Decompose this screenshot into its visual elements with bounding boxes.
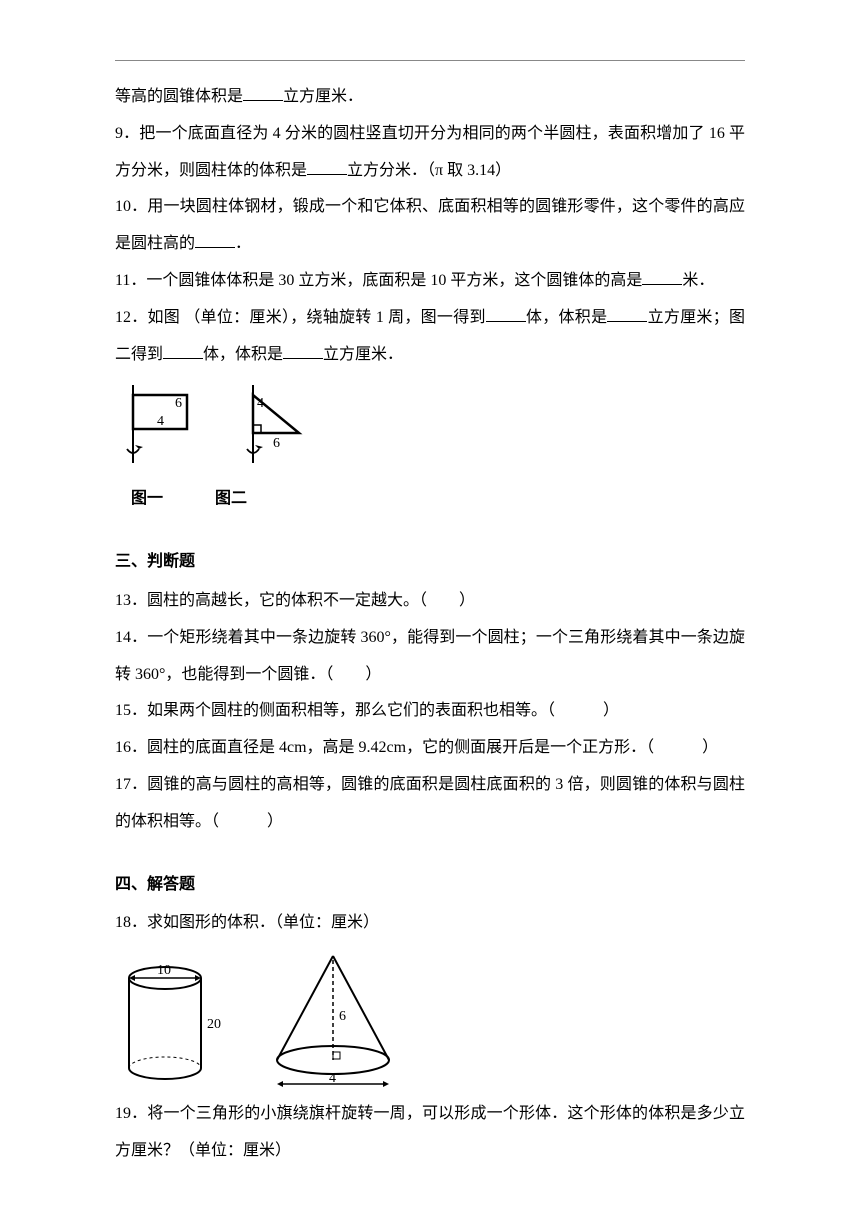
q16-text: ．圆柱的底面直径是 4cm，高是 9.42cm，它的侧面展开后是一个正方形．（ … [131,739,718,756]
question-13: 13．圆柱的高越长，它的体积不一定越大。（ ） [115,583,745,620]
q15-num: 15 [115,702,131,719]
q12-figure-2-icon: 4 6 [235,383,325,475]
question-19: 19．将一个三角形的小旗绕旗杆旋转一周，可以形成一个形体．这个形体的体积是多少立… [115,1096,745,1170]
q18-cone-h: 6 [339,1009,346,1024]
q11-suffix: 米． [682,272,714,289]
q9-blank [307,155,347,174]
q12-text-a: ．如图 （单位：厘米），绕轴旋转 1 周，图一得到 [131,309,486,326]
q8-prefix: 等高的圆锥体积是 [115,88,243,105]
q17-num: 17 [115,776,131,793]
q19-text: ．将一个三角形的小旗绕旗杆旋转一周，可以形成一个形体．这个形体的体积是多少立方厘… [115,1105,745,1159]
q13-num: 13 [115,592,131,609]
q12-text-d: 体，体积是 [203,346,283,363]
q10-num: 10 [115,198,131,215]
q12-figures: 4 6 4 6 [115,383,745,475]
q18-text: ．求如图形的体积．（单位：厘米） [131,914,379,931]
section-4-header: 四、解答题 [115,867,745,904]
question-16: 16．圆柱的底面直径是 4cm，高是 9.42cm，它的侧面展开后是一个正方形．… [115,730,745,767]
question-9: 9．把一个底面直径为 4 分米的圆柱竖直切开分为相同的两个半圆柱，表面积增加了 … [115,116,745,190]
q12-blank2 [607,303,647,322]
question-15: 15．如果两个圆柱的侧面积相等，那么它们的表面积也相等。（ ） [115,693,745,730]
q12-figure-labels: 图一 图二 [131,481,745,518]
q14-num: 14 [115,629,131,646]
section-3-header: 三、判断题 [115,544,745,581]
q8-suffix: 立方厘米． [283,88,363,105]
q14-text: ．一个矩形绕着其中一条边旋转 360°，能得到一个圆柱；一个三角形绕着其中一条边… [115,629,745,683]
q9-num: 9 [115,125,123,142]
q8-blank [243,82,283,101]
question-10: 10．用一块圆柱体钢材，锻成一个和它体积、底面积相等的圆锥形零件，这个零件的高应… [115,189,745,263]
q12-blank1 [486,303,526,322]
q12-blank4 [283,339,323,358]
question-8-fragment: 等高的圆锥体积是 立方厘米． [115,79,745,116]
q12-label2: 图二 [215,481,247,518]
question-14: 14．一个矩形绕着其中一条边旋转 360°，能得到一个圆柱；一个三角形绕着其中一… [115,620,745,694]
q19-num: 19 [115,1105,131,1122]
question-17: 17．圆锥的高与圆柱的高相等，圆锥的底面积是圆柱底面积的 3 倍，则圆锥的体积与… [115,767,745,841]
q12-figure-1-icon: 4 6 [115,383,205,475]
q18-cone-d: 4 [329,1071,336,1086]
q11-blank [642,266,682,285]
q12-fig1-w: 6 [175,396,182,411]
q12-fig2-b: 6 [273,436,280,451]
question-11: 11．一个圆锥体体积是 30 立方米，底面积是 10 平方米，这个圆锥体的高是 米… [115,263,745,300]
q18-cylinder-icon: 10 20 [115,960,225,1090]
q11-num: 11 [115,272,130,289]
q10-blank [195,229,235,248]
q17-text: ．圆锥的高与圆柱的高相等，圆锥的底面积是圆柱底面积的 3 倍，则圆锥的体积与圆柱… [115,776,745,830]
q10-suffix: ． [235,235,251,252]
q16-num: 16 [115,739,131,756]
q18-cyl-d: 10 [157,963,171,978]
q12-text-b: 体，体积是 [526,309,608,326]
q15-text: ．如果两个圆柱的侧面积相等，那么它们的表面积也相等。（ ） [131,702,619,719]
q18-cone-icon: 6 4 [263,950,403,1090]
question-18: 18．求如图形的体积．（单位：厘米） [115,905,745,942]
q12-text-e: 立方厘米． [323,346,403,363]
q18-num: 18 [115,914,131,931]
question-12: 12．如图 （单位：厘米），绕轴旋转 1 周，图一得到体，体积是立方厘米；图二得… [115,300,745,374]
q13-text: ．圆柱的高越长，它的体积不一定越大。（ ） [131,592,475,609]
page-top-rule [115,60,745,61]
q12-num: 12 [115,309,131,326]
q12-blank3 [163,339,203,358]
q18-cyl-h: 20 [207,1017,221,1032]
q12-label1: 图一 [131,481,163,518]
q18-figures: 10 20 6 4 [115,950,745,1090]
q12-fig1-h: 4 [157,414,164,429]
q9-suffix: 立方分米．（π 取 3.14） [347,162,511,179]
q11-text: ．一个圆锥体体积是 30 立方米，底面积是 10 平方米，这个圆锥体的高是 [130,272,642,289]
q12-fig2-h: 4 [257,396,264,411]
